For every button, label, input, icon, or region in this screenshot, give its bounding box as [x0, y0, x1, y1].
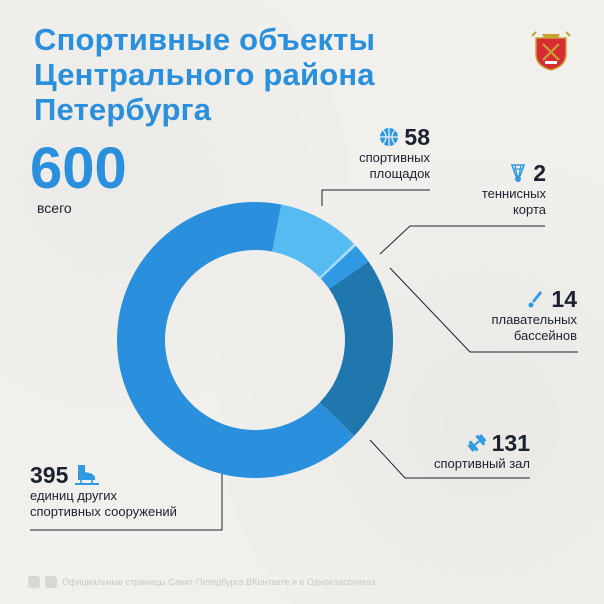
pools-text-1: плавательных	[491, 312, 577, 327]
coat-of-arms-icon	[531, 31, 571, 71]
leader-sports-grounds	[321, 189, 430, 206]
tennis-text-1: теннисных	[481, 186, 546, 201]
label-tennis: 2 теннисных корта	[482, 160, 546, 218]
leader-tennis	[379, 225, 545, 255]
title-line-2: Центрального района	[34, 57, 375, 92]
tennis-value: 2	[533, 160, 546, 186]
pools-value: 14	[551, 286, 577, 312]
label-other: 395 единиц других спортивных сооружений	[30, 462, 177, 520]
leader-pools	[389, 267, 578, 353]
gym-value: 131	[491, 430, 530, 456]
sports-grounds-text-1: спортивных	[359, 150, 430, 165]
skate-icon	[75, 465, 100, 485]
slice-gym	[319, 261, 393, 436]
shuttlecock-icon	[511, 164, 526, 182]
slice-sports-grounds	[272, 204, 354, 278]
footer: Официальные страницы Санкт-Петербурга ВК…	[28, 576, 376, 588]
footer-text: Официальные страницы Санкт-Петербурга ВК…	[62, 577, 376, 587]
sports-grounds-text-2: площадок	[369, 166, 430, 181]
leader-gym	[369, 439, 530, 479]
vk-icon[interactable]	[28, 576, 40, 588]
basketball-icon	[380, 128, 399, 146]
slice-pools	[320, 245, 369, 289]
donut-slices	[116, 202, 393, 478]
title-line-1: Спортивные объекты	[34, 22, 376, 57]
title-line-3: Петербурга	[34, 92, 212, 127]
page-title: Спортивные объекты Центрального района П…	[34, 22, 454, 127]
pools-text-2: бассейнов	[513, 328, 577, 343]
total-value: 600	[30, 136, 127, 201]
other-value: 395	[30, 462, 69, 488]
other-text-2: спортивных сооружений	[30, 504, 177, 519]
total-label: всего	[37, 200, 72, 216]
label-gym: 131 спортивный зал	[434, 430, 530, 472]
gym-text-1: спортивный зал	[433, 456, 530, 471]
label-pools: 14 плавательных бассейнов	[491, 286, 577, 344]
slice-other	[116, 202, 355, 478]
swimmer-icon	[528, 291, 543, 308]
dumbbell-icon	[467, 434, 487, 452]
label-sports-grounds: 58 спортивных площадок	[359, 124, 430, 182]
ok-icon[interactable]	[45, 576, 57, 588]
tennis-text-2: корта	[512, 202, 546, 217]
sports-grounds-value: 58	[404, 124, 430, 150]
slice-tennis	[319, 243, 356, 279]
other-text-1: единиц других	[30, 488, 117, 503]
